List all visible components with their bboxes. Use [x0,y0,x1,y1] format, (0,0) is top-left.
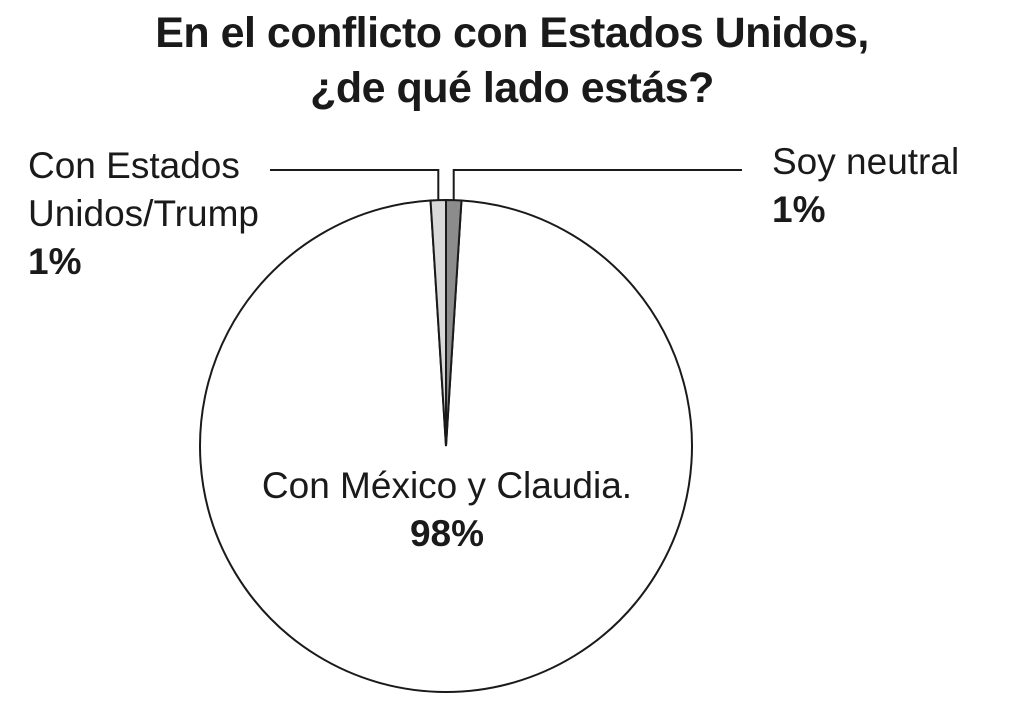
label-usa: Con Estados Unidos/Trump 1% [28,142,259,286]
label-mexico-name: Con México y Claudia. [261,465,633,506]
label-neutral: Soy neutral 1% [772,138,959,234]
chart-title: En el conflicto con Estados Unidos, ¿de … [0,6,1024,116]
slice-mexico [199,199,693,694]
label-neutral-value: 1% [772,189,826,230]
slice-neutral [445,198,463,447]
label-mexico-value: 98% [409,513,485,554]
label-usa-line-2: Unidos/Trump [28,193,259,234]
leader-line-neutral [452,169,742,201]
chart-title-line-2: ¿de qué lado estás? [310,64,714,112]
label-usa-value: 1% [28,241,82,282]
leader-line-usa [270,169,440,201]
label-usa-line-1: Con Estados [28,145,240,186]
label-neutral-name: Soy neutral [772,141,960,182]
label-mexico: Con México y Claudia. 98% [242,462,652,558]
chart-title-line-1: En el conflicto con Estados Unidos, [155,9,869,57]
